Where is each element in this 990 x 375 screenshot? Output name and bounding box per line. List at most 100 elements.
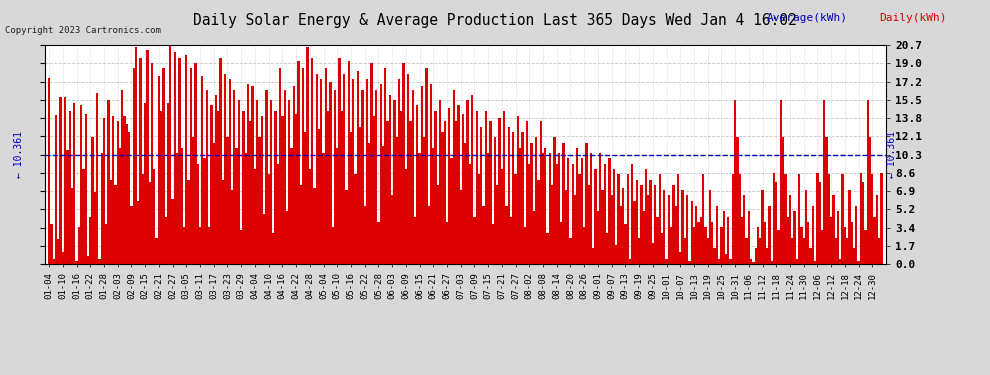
Bar bbox=[581, 158, 583, 264]
Bar bbox=[160, 111, 162, 264]
Bar bbox=[681, 190, 684, 264]
Bar bbox=[455, 121, 457, 264]
Bar bbox=[108, 100, 110, 264]
Bar bbox=[519, 148, 522, 264]
Bar bbox=[243, 111, 245, 264]
Bar bbox=[590, 153, 592, 264]
Bar bbox=[133, 68, 135, 264]
Bar bbox=[64, 97, 66, 264]
Bar bbox=[638, 238, 641, 264]
Bar bbox=[167, 103, 169, 264]
Bar bbox=[613, 169, 615, 264]
Bar bbox=[450, 158, 452, 264]
Bar bbox=[464, 142, 466, 264]
Bar bbox=[597, 211, 599, 264]
Bar bbox=[430, 84, 433, 264]
Bar bbox=[302, 68, 304, 264]
Bar bbox=[386, 121, 389, 264]
Bar bbox=[288, 100, 290, 264]
Bar bbox=[426, 68, 428, 264]
Bar bbox=[330, 82, 332, 264]
Bar bbox=[150, 63, 153, 264]
Bar bbox=[336, 148, 339, 264]
Bar bbox=[256, 100, 258, 264]
Bar bbox=[258, 137, 260, 264]
Bar bbox=[318, 129, 320, 264]
Bar bbox=[68, 111, 71, 264]
Bar bbox=[128, 132, 131, 264]
Bar bbox=[620, 206, 622, 264]
Bar bbox=[700, 217, 702, 264]
Bar bbox=[260, 116, 263, 264]
Bar bbox=[704, 227, 707, 264]
Bar bbox=[75, 261, 77, 264]
Bar bbox=[119, 148, 121, 264]
Bar bbox=[80, 105, 82, 264]
Bar bbox=[217, 111, 220, 264]
Bar bbox=[452, 90, 455, 264]
Bar bbox=[782, 137, 784, 264]
Bar bbox=[473, 217, 475, 264]
Bar bbox=[309, 169, 311, 264]
Bar bbox=[592, 249, 595, 264]
Text: Average(kWh): Average(kWh) bbox=[767, 13, 848, 23]
Bar bbox=[247, 84, 249, 264]
Bar bbox=[611, 195, 613, 264]
Bar bbox=[91, 137, 94, 264]
Bar bbox=[651, 243, 654, 264]
Bar bbox=[522, 132, 524, 264]
Bar bbox=[601, 190, 604, 264]
Bar bbox=[199, 227, 201, 264]
Bar bbox=[59, 97, 61, 264]
Bar bbox=[147, 50, 148, 264]
Bar bbox=[571, 164, 574, 264]
Bar bbox=[103, 118, 105, 264]
Bar bbox=[183, 227, 185, 264]
Bar bbox=[131, 206, 133, 264]
Bar bbox=[750, 259, 752, 264]
Bar bbox=[798, 174, 800, 264]
Bar bbox=[176, 153, 178, 264]
Bar bbox=[343, 74, 346, 264]
Text: Daily Solar Energy & Average Production Last 365 Days Wed Jan 4 16:02: Daily Solar Energy & Average Production … bbox=[193, 13, 797, 28]
Bar bbox=[515, 174, 517, 264]
Bar bbox=[548, 153, 551, 264]
Bar bbox=[290, 148, 293, 264]
Bar bbox=[793, 211, 796, 264]
Bar bbox=[281, 116, 283, 264]
Bar bbox=[773, 173, 775, 264]
Bar bbox=[300, 185, 302, 264]
Bar bbox=[562, 142, 564, 264]
Bar bbox=[370, 63, 372, 264]
Bar bbox=[588, 185, 590, 264]
Bar bbox=[306, 47, 309, 264]
Bar bbox=[98, 259, 101, 264]
Bar bbox=[466, 100, 468, 264]
Bar bbox=[283, 90, 286, 264]
Bar bbox=[391, 195, 393, 264]
Bar bbox=[77, 227, 80, 264]
Bar bbox=[400, 111, 402, 264]
Bar bbox=[416, 105, 419, 264]
Bar bbox=[61, 252, 64, 264]
Bar bbox=[402, 63, 405, 264]
Bar bbox=[800, 227, 803, 264]
Bar bbox=[558, 153, 560, 264]
Bar bbox=[759, 238, 761, 264]
Bar bbox=[775, 182, 777, 264]
Bar bbox=[213, 142, 215, 264]
Bar bbox=[636, 180, 638, 264]
Bar bbox=[71, 188, 73, 264]
Bar bbox=[234, 90, 236, 264]
Bar bbox=[412, 90, 414, 264]
Bar bbox=[487, 153, 489, 264]
Bar bbox=[599, 153, 601, 264]
Bar bbox=[866, 100, 869, 264]
Bar bbox=[531, 142, 533, 264]
Bar bbox=[814, 261, 817, 264]
Bar bbox=[190, 68, 192, 264]
Bar bbox=[82, 169, 84, 264]
Bar bbox=[803, 238, 805, 264]
Bar bbox=[311, 58, 313, 264]
Bar bbox=[253, 169, 256, 264]
